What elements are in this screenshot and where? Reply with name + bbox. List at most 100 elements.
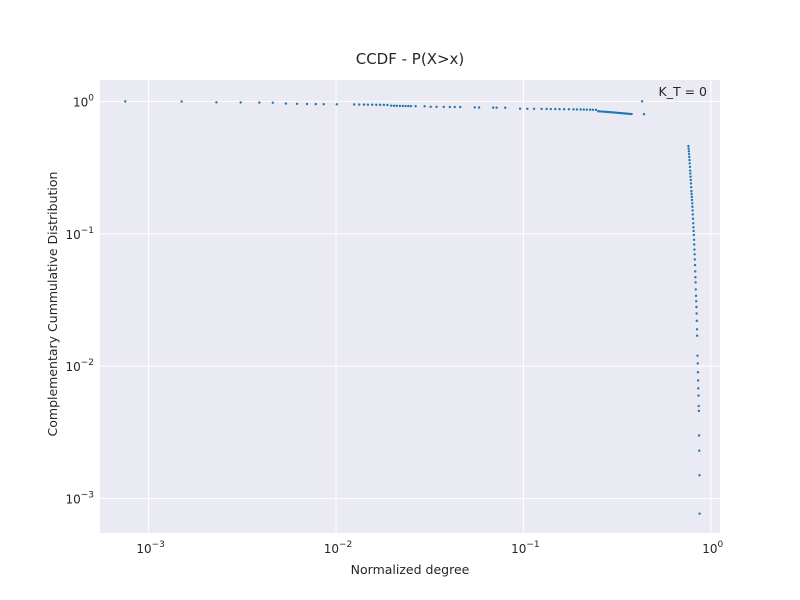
data-point bbox=[687, 150, 691, 153]
data-point bbox=[358, 103, 361, 106]
data-point bbox=[688, 158, 691, 162]
data-point bbox=[690, 189, 693, 193]
data-point bbox=[407, 104, 410, 108]
y-tick-label: 10−2 bbox=[65, 358, 94, 374]
data-point bbox=[423, 105, 426, 108]
y-tick-labels: 10−3 10−2 10−1 100 bbox=[65, 93, 94, 506]
data-point bbox=[371, 103, 374, 106]
data-point bbox=[375, 103, 378, 107]
data-point bbox=[495, 106, 498, 109]
data-point bbox=[688, 155, 691, 159]
data-point bbox=[545, 107, 548, 111]
data-point bbox=[600, 110, 603, 113]
data-point bbox=[697, 404, 700, 408]
data-point bbox=[390, 104, 393, 107]
data-point bbox=[689, 185, 693, 189]
data-point bbox=[540, 107, 543, 111]
data-point bbox=[697, 387, 700, 390]
data-point bbox=[602, 110, 605, 113]
data-point bbox=[697, 409, 701, 413]
data-point bbox=[562, 108, 566, 111]
data-point bbox=[697, 434, 701, 437]
data-point bbox=[693, 258, 697, 261]
data-point bbox=[630, 112, 633, 116]
data-point bbox=[572, 108, 575, 111]
data-point bbox=[549, 107, 552, 111]
data-point bbox=[690, 198, 694, 202]
data-point bbox=[690, 195, 693, 199]
data-point bbox=[628, 112, 632, 116]
data-point bbox=[640, 100, 644, 103]
data-point bbox=[258, 101, 261, 104]
data-point bbox=[582, 108, 585, 111]
data-point bbox=[691, 213, 695, 216]
data-point bbox=[693, 248, 696, 251]
data-point bbox=[504, 106, 507, 109]
data-point bbox=[691, 217, 695, 220]
y-axis-label: Complementary Cummulative Distribution bbox=[45, 172, 60, 437]
data-point bbox=[180, 100, 183, 103]
y-tick-label: 10−1 bbox=[65, 226, 94, 242]
y-tick-label: 100 bbox=[73, 93, 94, 109]
data-point bbox=[694, 281, 697, 284]
data-point bbox=[691, 205, 694, 208]
data-point bbox=[518, 107, 522, 110]
data-point bbox=[473, 106, 476, 109]
data-point bbox=[314, 102, 318, 106]
data-point bbox=[695, 328, 699, 331]
x-tick-label: 100 bbox=[702, 540, 723, 556]
data-point bbox=[694, 270, 697, 273]
data-point bbox=[409, 104, 413, 108]
data-point bbox=[692, 238, 696, 242]
data-point bbox=[690, 192, 693, 196]
data-point bbox=[526, 107, 529, 110]
data-point bbox=[392, 104, 396, 107]
data-point bbox=[398, 104, 402, 108]
data-point bbox=[429, 105, 432, 108]
data-point bbox=[567, 108, 571, 111]
data-point bbox=[362, 103, 366, 106]
data-point bbox=[378, 103, 382, 107]
data-point bbox=[305, 102, 309, 106]
data-point bbox=[352, 103, 356, 106]
x-axis-label: Normalized degree bbox=[351, 562, 470, 577]
data-point bbox=[694, 276, 697, 279]
data-points bbox=[124, 100, 701, 515]
chart-title: CCDF - P(X>x) bbox=[356, 50, 465, 68]
data-point bbox=[615, 111, 619, 114]
data-point bbox=[435, 105, 438, 109]
data-point bbox=[598, 110, 602, 113]
data-point bbox=[642, 113, 646, 116]
data-point bbox=[687, 152, 691, 156]
data-point bbox=[693, 253, 696, 256]
data-point bbox=[588, 108, 592, 111]
data-point bbox=[698, 474, 701, 477]
x-tick-label: 10−1 bbox=[511, 540, 540, 556]
data-point bbox=[591, 108, 595, 111]
data-point bbox=[694, 288, 698, 291]
data-point bbox=[335, 103, 339, 106]
data-point bbox=[695, 312, 698, 315]
data-point bbox=[558, 107, 561, 111]
data-point bbox=[688, 169, 692, 172]
data-point bbox=[695, 305, 698, 309]
data-point bbox=[532, 107, 536, 111]
data-point bbox=[689, 172, 692, 175]
data-point bbox=[395, 104, 398, 108]
data-point bbox=[696, 362, 699, 365]
data-point bbox=[594, 108, 598, 112]
data-point bbox=[124, 100, 127, 103]
data-point bbox=[696, 371, 700, 374]
data-point bbox=[696, 379, 700, 382]
data-point bbox=[284, 102, 288, 105]
data-point bbox=[688, 165, 692, 169]
data-point bbox=[692, 226, 695, 229]
data-point bbox=[575, 108, 579, 111]
data-point bbox=[687, 147, 690, 150]
data-point bbox=[698, 449, 701, 452]
data-point bbox=[404, 104, 407, 108]
data-point bbox=[215, 101, 218, 104]
data-point bbox=[453, 105, 456, 109]
data-point bbox=[687, 144, 690, 148]
data-point bbox=[386, 103, 389, 107]
